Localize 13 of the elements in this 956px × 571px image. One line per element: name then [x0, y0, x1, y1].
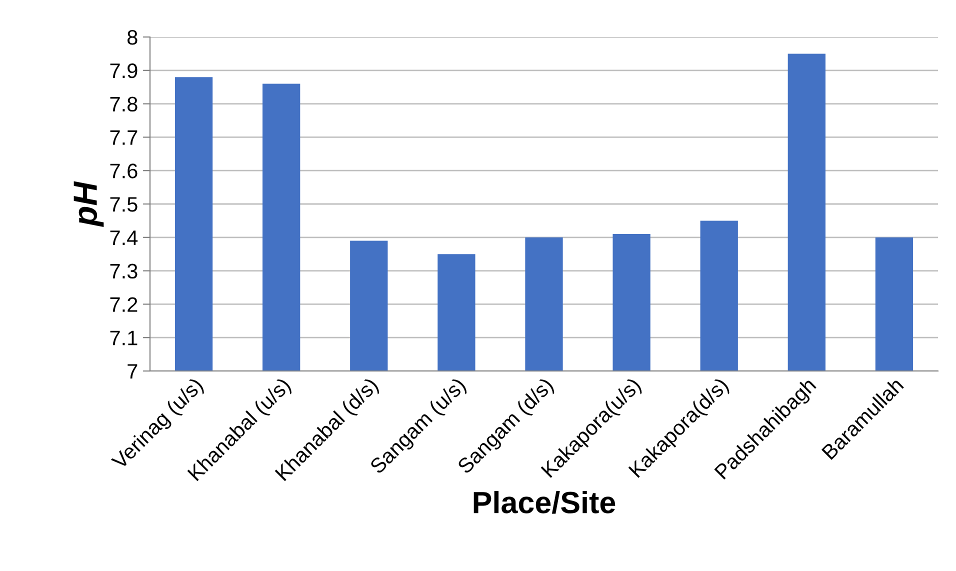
y-tick-label: 7.6: [110, 164, 138, 178]
y-tick-label: 7.1: [110, 330, 138, 346]
y-tick-label: 7: [128, 364, 138, 379]
y-axis-title: pH: [74, 181, 104, 227]
y-tick-label: 7.3: [110, 264, 138, 279]
y-tick-label: 7.5: [110, 197, 138, 212]
y-tick-label: 7.8: [110, 96, 138, 112]
x-axis-title: Place/Site: [474, 490, 616, 514]
y-tick-label: 7.9: [110, 63, 138, 78]
y-tick-label: 7.7: [110, 130, 138, 145]
y-tick-label: 7.2: [110, 297, 138, 312]
y-tick-label: 8: [128, 30, 138, 45]
y-tick-label: 7.4: [110, 230, 138, 245]
